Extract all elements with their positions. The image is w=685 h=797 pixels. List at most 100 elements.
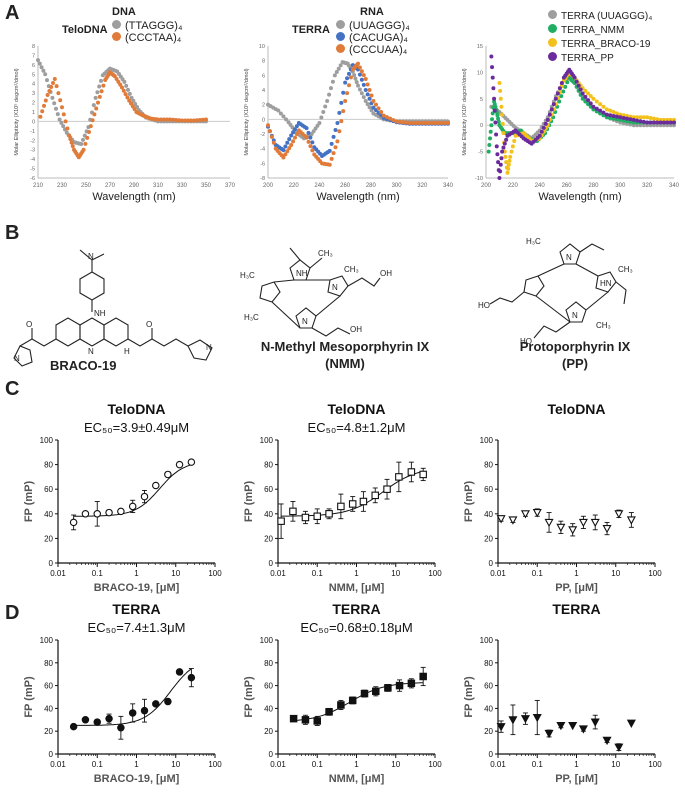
data-point bbox=[565, 80, 570, 85]
y-tick-label: 6 bbox=[32, 63, 35, 69]
data-point bbox=[45, 78, 49, 83]
data-point bbox=[306, 130, 311, 135]
data-point bbox=[583, 94, 588, 99]
data-point bbox=[310, 140, 315, 145]
data-point bbox=[384, 684, 392, 692]
data-point bbox=[47, 89, 52, 94]
data-point bbox=[561, 89, 566, 94]
data-point bbox=[187, 458, 196, 466]
data-point bbox=[651, 116, 656, 121]
data-point bbox=[69, 140, 74, 145]
data-point bbox=[590, 718, 600, 727]
data-point bbox=[330, 79, 335, 84]
data-point bbox=[69, 518, 78, 527]
y-axis-label: Molar Ellipticity (X10⁵ degcm²/dmol) bbox=[461, 68, 468, 155]
data-point bbox=[61, 124, 66, 129]
x-axis-label: PP, [μM] bbox=[555, 773, 598, 785]
amide-chain bbox=[19, 338, 57, 347]
atom-label: CH₃ bbox=[318, 249, 333, 258]
amide-chain bbox=[127, 338, 189, 347]
data-point bbox=[391, 118, 396, 123]
atom-label: N bbox=[302, 317, 308, 326]
pyrrole-ring bbox=[327, 275, 349, 297]
x-axis-label: Wavelength (nm) bbox=[92, 191, 175, 203]
pyrrole-ring bbox=[523, 275, 545, 297]
data-point bbox=[578, 518, 588, 528]
data-point bbox=[371, 491, 379, 500]
rna-title: RNA bbox=[360, 6, 384, 18]
data-point bbox=[101, 83, 106, 88]
y-tick-label: -2 bbox=[30, 138, 35, 144]
data-point bbox=[417, 121, 422, 125]
data-point bbox=[93, 510, 102, 518]
data-point bbox=[281, 114, 286, 119]
cd-chart-rna: 200 220 240 260 280 300 320 340 -8 -6 -4 -2 0 2 4 6 8 10 W… bbox=[243, 44, 454, 203]
data-point bbox=[308, 135, 313, 140]
data-point bbox=[576, 83, 581, 88]
data-point bbox=[310, 148, 315, 153]
x-tick-label: 1 bbox=[354, 760, 359, 769]
data-point bbox=[120, 85, 124, 90]
legend-marker bbox=[112, 20, 121, 29]
data-point bbox=[591, 104, 596, 109]
atom-label: O bbox=[26, 320, 32, 329]
data-point bbox=[359, 69, 364, 74]
data-point bbox=[61, 112, 66, 117]
vinyl bbox=[615, 281, 627, 305]
data-point bbox=[500, 121, 505, 126]
data-point bbox=[105, 714, 113, 723]
data-point bbox=[201, 117, 205, 122]
data-point bbox=[419, 672, 427, 681]
y-tick-label: 8 bbox=[262, 59, 265, 65]
data-point bbox=[638, 115, 643, 120]
x-tick-label: 210 bbox=[33, 183, 44, 189]
data-point bbox=[556, 523, 566, 533]
y-tick-label: -4 bbox=[260, 147, 265, 153]
x-tick-label: 1 bbox=[134, 760, 139, 769]
data-point bbox=[67, 133, 72, 138]
data-point bbox=[93, 95, 98, 100]
y-tick-label: 100 bbox=[40, 436, 54, 445]
data-point bbox=[651, 120, 656, 125]
data-point bbox=[294, 124, 299, 129]
y-tick-label: 60 bbox=[44, 485, 53, 494]
data-point bbox=[276, 108, 281, 113]
x-tick-label: 350 bbox=[201, 183, 212, 189]
data-point bbox=[329, 156, 334, 161]
y-tick-label: -1 bbox=[30, 129, 35, 135]
data-point bbox=[641, 115, 646, 120]
x-tick-label: 10 bbox=[391, 760, 400, 769]
data-point bbox=[347, 71, 351, 76]
data-point bbox=[352, 73, 357, 78]
data-point bbox=[171, 117, 175, 122]
data-point bbox=[490, 65, 495, 70]
atom-label: HO bbox=[520, 337, 532, 346]
data-point bbox=[543, 121, 548, 126]
data-point bbox=[658, 120, 663, 125]
data-point bbox=[572, 75, 577, 80]
data-point bbox=[334, 70, 339, 75]
data-point bbox=[85, 135, 90, 140]
data-point bbox=[337, 110, 342, 115]
propionate bbox=[311, 327, 351, 337]
data-point bbox=[496, 119, 501, 124]
data-point bbox=[594, 99, 599, 104]
data-point bbox=[339, 100, 344, 105]
cd-chart-ligands: 200 220 240 260 280 300 320 340 -10 -5 0 5 10 15 Wavel… bbox=[461, 44, 680, 203]
y-tick-label: 10 bbox=[477, 70, 483, 76]
data-point bbox=[335, 121, 340, 125]
data-point bbox=[641, 119, 646, 124]
data-point bbox=[327, 92, 332, 97]
data-point bbox=[283, 152, 288, 157]
data-point bbox=[128, 502, 137, 511]
data-point bbox=[563, 84, 568, 89]
data-point bbox=[325, 708, 333, 716]
data-point bbox=[394, 119, 399, 124]
data-point bbox=[58, 98, 63, 103]
data-point bbox=[545, 117, 550, 122]
data-point bbox=[635, 118, 640, 123]
data-point bbox=[83, 141, 88, 146]
data-point bbox=[90, 118, 95, 123]
data-point bbox=[655, 117, 660, 122]
x-tick-label: 200 bbox=[481, 183, 492, 189]
